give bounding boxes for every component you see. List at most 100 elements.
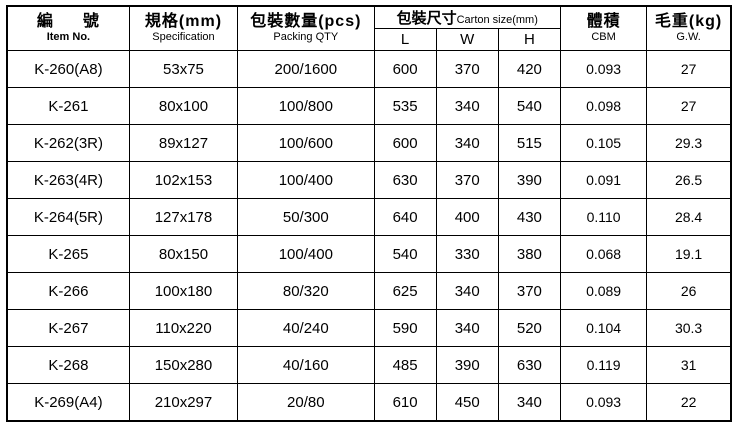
cell-specification: 110x220 <box>128 309 239 347</box>
cell-packing-qty: 100/800 <box>237 87 375 125</box>
cell-cbm: 0.110 <box>559 198 648 236</box>
table-row: K-269(A4) 210x297 20/80 610 450 340 0.09… <box>6 383 732 422</box>
cell-gross-weight: 31 <box>646 346 732 384</box>
cell-cbm: 0.091 <box>559 161 648 199</box>
cell-cbm: 0.068 <box>559 235 648 273</box>
cell-cbm: 0.093 <box>559 383 648 422</box>
table-row: K-264(5R) 127x178 50/300 640 400 430 0.1… <box>6 198 732 236</box>
cell-carton-length: 600 <box>373 50 437 88</box>
cell-carton-width: 370 <box>435 50 499 88</box>
cell-cbm: 0.104 <box>559 309 648 347</box>
header-row-main: 編 號 Item No. 規格(mm) Specification 包裝數量(p… <box>6 5 732 51</box>
cell-carton-height: 630 <box>497 346 561 384</box>
cell-carton-length: 610 <box>373 383 437 422</box>
cell-carton-length: 625 <box>373 272 437 310</box>
cell-gross-weight: 29.3 <box>646 124 732 162</box>
cell-specification: 100x180 <box>128 272 239 310</box>
cell-item-no: K-263(4R) <box>6 161 130 199</box>
cell-specification: 80x150 <box>128 235 239 273</box>
cell-carton-length: 540 <box>373 235 437 273</box>
cell-carton-height: 390 <box>497 161 561 199</box>
cell-carton-height: 520 <box>497 309 561 347</box>
cell-gross-weight: 22 <box>646 383 732 422</box>
cell-item-no: K-264(5R) <box>6 198 130 236</box>
cell-carton-height: 515 <box>497 124 561 162</box>
table-row: K-267 110x220 40/240 590 340 520 0.104 3… <box>6 309 732 347</box>
cell-packing-qty: 20/80 <box>237 383 375 422</box>
cell-carton-length: 630 <box>373 161 437 199</box>
cell-cbm: 0.093 <box>559 50 648 88</box>
cell-item-no: K-266 <box>6 272 130 310</box>
header-row-sub: L W H <box>7 28 731 51</box>
cell-specification: 102x153 <box>128 161 239 199</box>
cell-packing-qty: 100/600 <box>237 124 375 162</box>
header-packing-qty: 包裝數量(pcs) Packing QTY <box>237 5 375 51</box>
cell-carton-width: 340 <box>435 124 499 162</box>
cell-specification: 80x100 <box>128 87 239 125</box>
cell-packing-qty: 80/320 <box>237 272 375 310</box>
cell-carton-length: 590 <box>373 309 437 347</box>
cell-carton-length: 600 <box>373 124 437 162</box>
header-carton-width: W <box>435 28 499 51</box>
cell-item-no: K-265 <box>6 235 130 273</box>
cell-cbm: 0.098 <box>559 87 648 125</box>
table-row: K-262(3R) 89x127 100/600 600 340 515 0.1… <box>6 124 732 162</box>
cell-carton-length: 485 <box>373 346 437 384</box>
cell-cbm: 0.089 <box>559 272 648 310</box>
packing-specification-table: 編 號 Item No. 規格(mm) Specification 包裝數量(p… <box>6 5 732 422</box>
table-row: K-261 80x100 100/800 535 340 540 0.098 2… <box>6 87 732 125</box>
cell-carton-height: 430 <box>497 198 561 236</box>
cell-carton-width: 400 <box>435 198 499 236</box>
cell-item-no: K-261 <box>6 87 130 125</box>
header-carton-length: L <box>373 28 437 51</box>
cell-carton-width: 340 <box>435 309 499 347</box>
cell-specification: 127x178 <box>128 198 239 236</box>
cell-packing-qty: 50/300 <box>237 198 375 236</box>
cell-specification: 210x297 <box>128 383 239 422</box>
cell-gross-weight: 26 <box>646 272 732 310</box>
cell-cbm: 0.105 <box>559 124 648 162</box>
cell-item-no: K-267 <box>6 309 130 347</box>
cell-carton-height: 380 <box>497 235 561 273</box>
cell-gross-weight: 30.3 <box>646 309 732 347</box>
cell-packing-qty: 40/160 <box>237 346 375 384</box>
cell-packing-qty: 200/1600 <box>237 50 375 88</box>
header-gross-weight: 毛重(kg) G.W. <box>646 5 732 51</box>
cell-carton-width: 340 <box>435 272 499 310</box>
table-header: 編 號 Item No. 規格(mm) Specification 包裝數量(p… <box>6 5 732 51</box>
header-item-no: 編 號 Item No. <box>6 5 130 51</box>
cell-carton-width: 390 <box>435 346 499 384</box>
cell-cbm: 0.119 <box>559 346 648 384</box>
cell-item-no: K-262(3R) <box>6 124 130 162</box>
header-carton-height: H <box>497 28 561 51</box>
header-specification: 規格(mm) Specification <box>128 5 239 51</box>
cell-carton-length: 535 <box>373 87 437 125</box>
cell-gross-weight: 26.5 <box>646 161 732 199</box>
table-row: K-268 150x280 40/160 485 390 630 0.119 3… <box>6 346 732 384</box>
header-carton-size: 包裝尺寸Carton size(mm) <box>373 5 561 29</box>
cell-carton-length: 640 <box>373 198 437 236</box>
cell-packing-qty: 100/400 <box>237 161 375 199</box>
table-body: K-260(A8) 53x75 200/1600 600 370 420 0.0… <box>6 50 732 422</box>
cell-carton-height: 370 <box>497 272 561 310</box>
cell-item-no: K-260(A8) <box>6 50 130 88</box>
cell-carton-width: 450 <box>435 383 499 422</box>
cell-carton-width: 370 <box>435 161 499 199</box>
cell-gross-weight: 28.4 <box>646 198 732 236</box>
table-row: K-260(A8) 53x75 200/1600 600 370 420 0.0… <box>6 50 732 88</box>
cell-carton-height: 340 <box>497 383 561 422</box>
table-row: K-266 100x180 80/320 625 340 370 0.089 2… <box>6 272 732 310</box>
table-row: K-263(4R) 102x153 100/400 630 370 390 0.… <box>6 161 732 199</box>
cell-specification: 150x280 <box>128 346 239 384</box>
cell-gross-weight: 27 <box>646 87 732 125</box>
cell-item-no: K-268 <box>6 346 130 384</box>
cell-carton-width: 340 <box>435 87 499 125</box>
cell-packing-qty: 100/400 <box>237 235 375 273</box>
spec-sheet: 編 號 Item No. 規格(mm) Specification 包裝數量(p… <box>0 5 738 426</box>
table-row: K-265 80x150 100/400 540 330 380 0.068 1… <box>6 235 732 273</box>
cell-carton-height: 420 <box>497 50 561 88</box>
cell-carton-width: 330 <box>435 235 499 273</box>
cell-packing-qty: 40/240 <box>237 309 375 347</box>
header-volume: 體積 CBM <box>559 5 648 51</box>
cell-gross-weight: 19.1 <box>646 235 732 273</box>
